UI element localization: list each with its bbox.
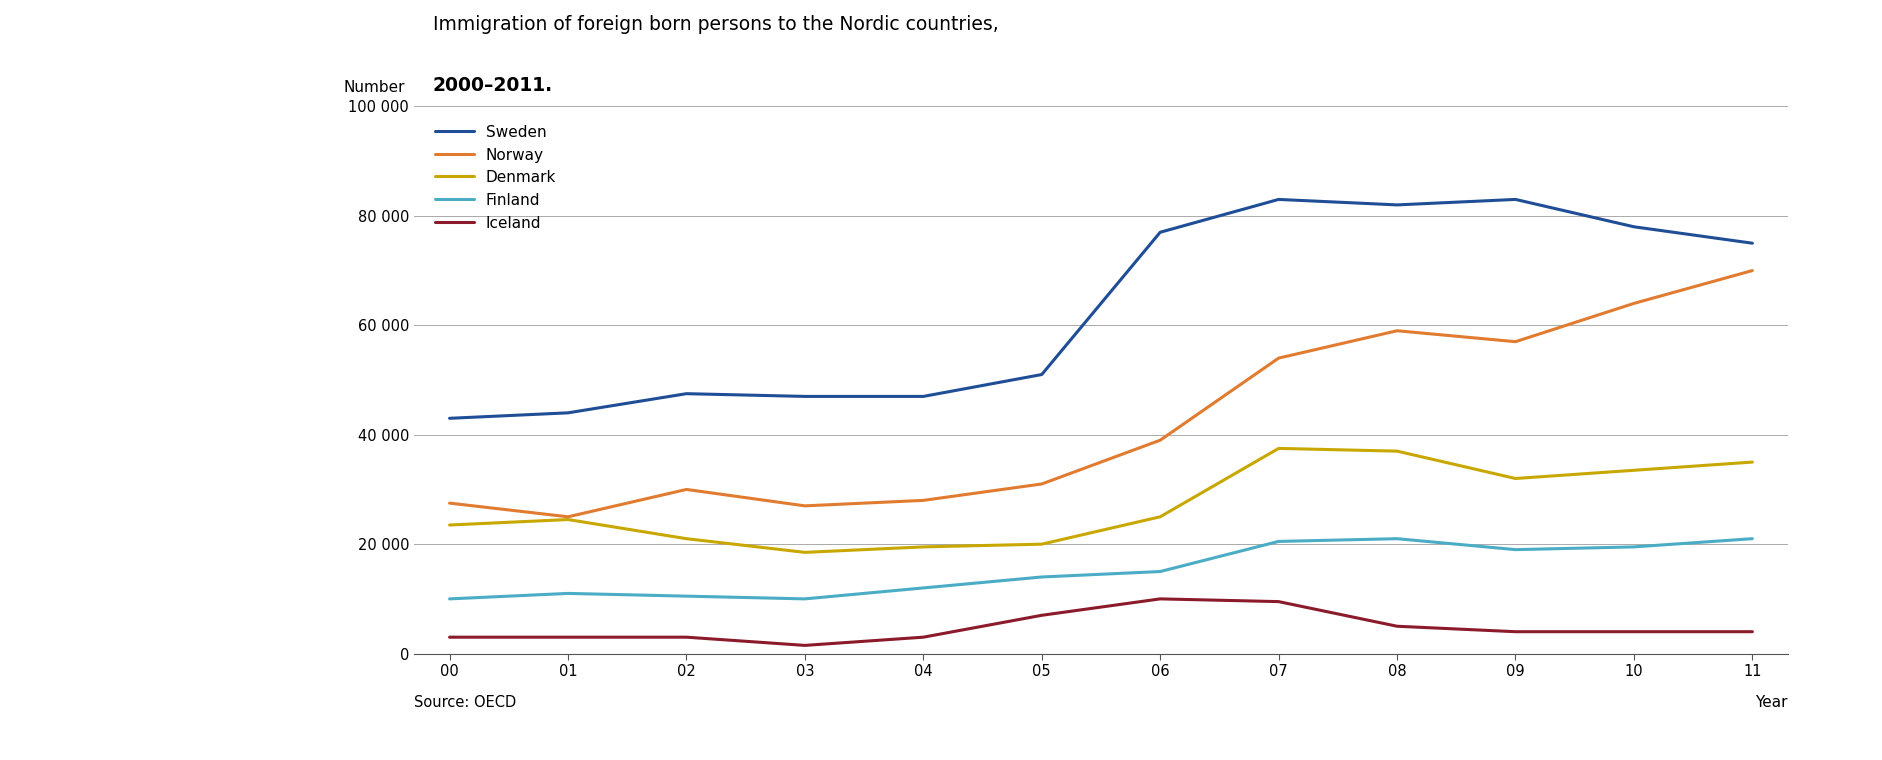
Denmark <box>1504 474 1526 483</box>
Norway <box>439 499 461 508</box>
Sweden <box>1148 228 1171 237</box>
Denmark <box>1622 466 1645 475</box>
Line: Finland: Finland <box>450 539 1752 599</box>
Finland <box>557 589 580 598</box>
Finland <box>676 591 698 600</box>
Denmark <box>1741 458 1763 467</box>
Iceland <box>1385 622 1408 631</box>
Iceland <box>794 641 817 650</box>
Denmark <box>1031 540 1054 549</box>
Denmark <box>794 548 817 557</box>
Denmark <box>439 521 461 530</box>
Text: Source: OECD: Source: OECD <box>414 695 516 710</box>
Iceland <box>439 632 461 641</box>
Finland <box>1622 543 1645 552</box>
Sweden <box>676 389 698 398</box>
Line: Iceland: Iceland <box>450 599 1752 645</box>
Denmark <box>557 515 580 524</box>
Finland <box>794 594 817 603</box>
Iceland <box>1148 594 1171 603</box>
Line: Sweden: Sweden <box>450 199 1752 418</box>
Norway <box>1031 480 1054 489</box>
Finland <box>1504 545 1526 554</box>
Denmark <box>1267 444 1289 453</box>
Norway <box>1622 299 1645 308</box>
Sweden <box>913 392 935 401</box>
Norway <box>913 496 935 505</box>
Sweden <box>1504 195 1526 204</box>
Iceland <box>676 632 698 641</box>
Finland <box>1148 567 1171 576</box>
Finland <box>1385 534 1408 543</box>
Line: Norway: Norway <box>450 271 1752 517</box>
Norway <box>1385 326 1408 335</box>
Norway <box>1504 337 1526 347</box>
Finland <box>1267 537 1289 546</box>
Iceland <box>1031 611 1054 620</box>
Sweden <box>557 408 580 417</box>
Text: Number: Number <box>343 80 405 95</box>
Finland <box>1741 534 1763 543</box>
Sweden <box>1031 370 1054 379</box>
Iceland <box>557 632 580 641</box>
Finland <box>439 594 461 603</box>
Iceland <box>1741 627 1763 636</box>
Norway <box>557 512 580 521</box>
Finland <box>913 584 935 593</box>
Denmark <box>1385 447 1408 456</box>
Iceland <box>913 632 935 641</box>
Legend: Sweden, Norway, Denmark, Finland, Iceland: Sweden, Norway, Denmark, Finland, Icelan… <box>435 125 557 231</box>
Denmark <box>676 534 698 543</box>
Iceland <box>1267 597 1289 606</box>
Norway <box>794 502 817 511</box>
Text: Immigration of foreign born persons to the Nordic countries,: Immigration of foreign born persons to t… <box>433 15 999 34</box>
Iceland <box>1622 627 1645 636</box>
Iceland <box>1504 627 1526 636</box>
Denmark <box>1148 512 1171 521</box>
Sweden <box>1622 222 1645 231</box>
Sweden <box>1385 201 1408 210</box>
Sweden <box>794 392 817 401</box>
Norway <box>676 485 698 494</box>
Line: Denmark: Denmark <box>450 448 1752 553</box>
Norway <box>1741 266 1763 275</box>
Finland <box>1031 572 1054 581</box>
Sweden <box>439 413 461 423</box>
Text: 2000–2011.: 2000–2011. <box>433 76 553 95</box>
Norway <box>1267 353 1289 363</box>
Denmark <box>913 543 935 552</box>
Sweden <box>1741 239 1763 248</box>
Sweden <box>1267 195 1289 204</box>
Norway <box>1148 435 1171 445</box>
Text: Year: Year <box>1756 695 1788 710</box>
